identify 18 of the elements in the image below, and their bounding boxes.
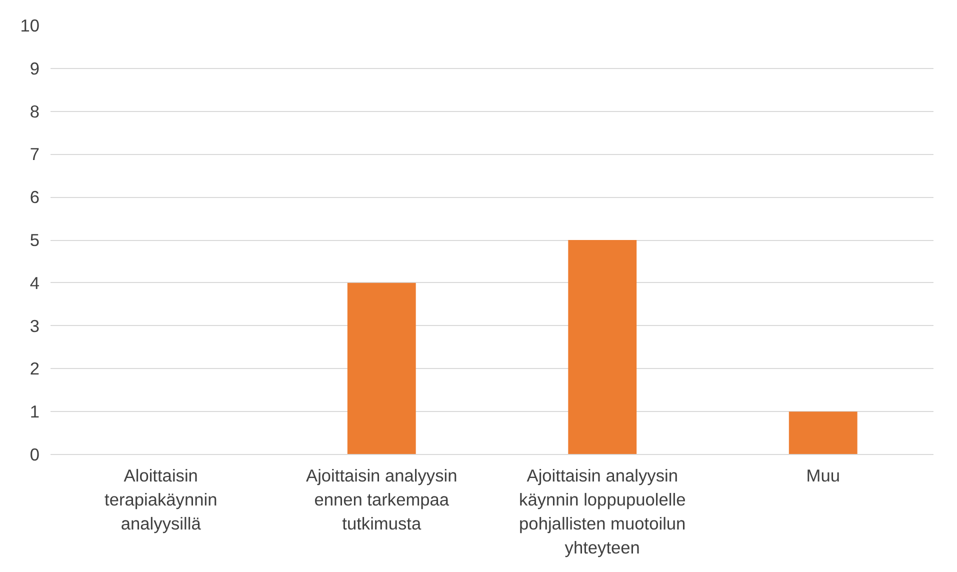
y-tick-label: 6 — [30, 187, 40, 208]
x-tick-label: Aloittaisin terapiakäynnin analyysillä — [104, 466, 218, 534]
y-tick-label: 8 — [30, 101, 40, 122]
y-tick-label: 9 — [30, 58, 40, 78]
bar — [347, 282, 416, 454]
y-tick-label: 5 — [30, 230, 40, 250]
y-tick-label: 7 — [30, 144, 40, 164]
x-tick-label: Ajoittaisin analyysin ennen tarkempaa tutkimusta — [306, 466, 458, 534]
x-tick-label: Muu — [806, 466, 840, 486]
y-tick-label: 0 — [30, 444, 40, 464]
y-tick-label: 2 — [30, 358, 40, 379]
y-tick-label: 3 — [30, 316, 40, 336]
y-tick-label: 1 — [30, 402, 40, 422]
y-tick-label: 10 — [20, 16, 40, 36]
bar — [788, 412, 858, 454]
bar — [568, 240, 637, 454]
x-tick-label: Ajoittaisin analyysin käynnin loppupuolelle pohjallisten muotoilun yhteyteen — [519, 466, 686, 558]
y-tick-label: 4 — [30, 272, 40, 293]
